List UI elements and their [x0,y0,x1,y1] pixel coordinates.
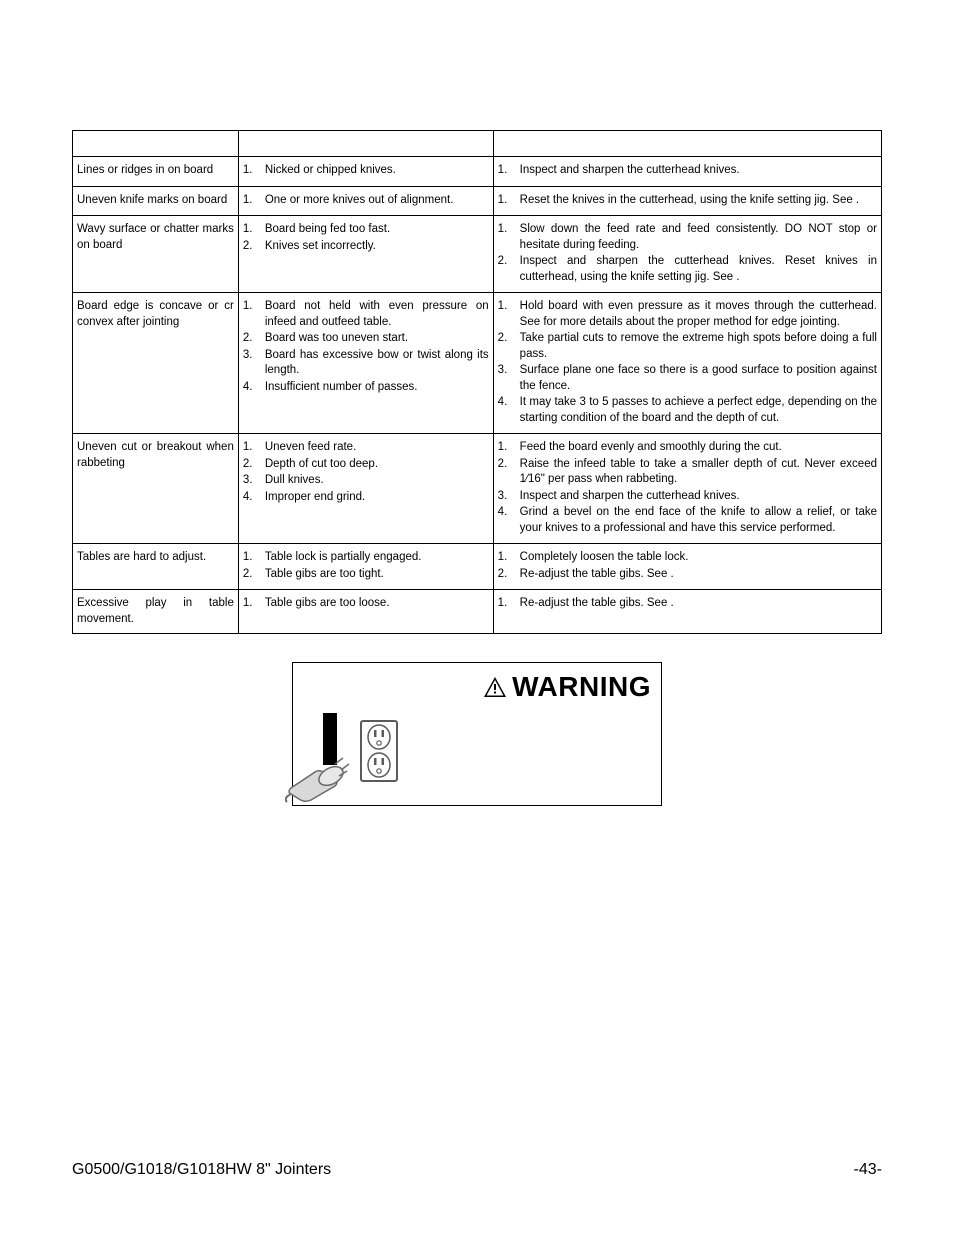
remedy-item: Re-adjust the table gibs. See . [498,567,877,583]
symptom-cell: Excessive play in table movement. [73,590,239,634]
remedy-item: Grind a bevel on the end face of the kni… [498,505,877,536]
symptom-cell: Uneven knife marks on board [73,186,239,216]
remedy-item: Inspect and sharpen the cutterhead knive… [498,254,877,285]
remedy-cell: Completely loosen the table lock.Re-adju… [493,544,881,590]
remedy-cell: Re-adjust the table gibs. See . [493,590,881,634]
table-header-row [73,131,882,157]
cause-item: Insufficient number of passes. [243,380,489,396]
remedy-item: Inspect and sharpen the cutterhead knive… [498,489,877,505]
page-footer: G0500/G1018/G1018HW 8" Jointers -43- [72,1161,882,1179]
table-row: Uneven knife marks on boardOne or more k… [73,186,882,216]
cause-item: Table gibs are too tight. [243,567,489,583]
remedy-item: Inspect and sharpen the cutterhead knive… [498,163,877,179]
cause-item: Uneven feed rate. [243,440,489,456]
symptom-cell: Uneven cut or breakout when rabbeting [73,434,239,544]
remedy-item: Completely loosen the table lock. [498,550,877,566]
table-row: Wavy surface or chatter marks on boardBo… [73,216,882,293]
plug-icon [285,746,363,804]
th-symptom [73,131,239,157]
cause-item: Depth of cut too deep. [243,457,489,473]
symptom-cell: Tables are hard to adjust. [73,544,239,590]
symptom-cell: Board edge is concave or cr convex after… [73,293,239,434]
remedy-cell: Hold board with even pressure as it move… [493,293,881,434]
remedy-cell: Reset the knives in the cutterhead, usin… [493,186,881,216]
remedy-item: Take partial cuts to remove the extreme … [498,331,877,362]
warning-callout: WARNING [292,662,662,806]
cause-cell: One or more knives out of alignment. [238,186,493,216]
warning-title: WARNING [512,671,651,703]
cause-item: Improper end grind. [243,490,489,506]
remedy-item: It may take 3 to 5 passes to achieve a p… [498,395,877,426]
symptom-cell: Lines or ridges in on board [73,157,239,187]
table-row: Tables are hard to adjust.Table lock is … [73,544,882,590]
remedy-item: Raise the infeed table to take a smaller… [498,457,877,488]
cause-item: Dull knives. [243,473,489,489]
remedy-item: Reset the knives in the cutterhead, usin… [498,193,877,209]
cause-cell: Uneven feed rate.Depth of cut too deep.D… [238,434,493,544]
remedy-item: Hold board with even pressure as it move… [498,299,877,330]
cause-item: Board being fed too fast. [243,222,489,238]
warning-triangle-icon [482,676,508,698]
table-row: Excessive play in table movement.Table g… [73,590,882,634]
cause-cell: Table lock is partially engaged.Table gi… [238,544,493,590]
th-cause [238,131,493,157]
remedy-item: Surface plane one face so there is a goo… [498,363,877,394]
remedy-cell: Feed the board evenly and smoothly durin… [493,434,881,544]
footer-model: G0500/G1018/G1018HW 8" Jointers [72,1161,331,1179]
symptom-cell: Wavy surface or chatter marks on board [73,216,239,293]
cause-item: Knives set incorrectly. [243,239,489,255]
cause-cell: Table gibs are too loose. [238,590,493,634]
table-row: Lines or ridges in on boardNicked or chi… [73,157,882,187]
remedy-item: Slow down the feed rate and feed consist… [498,222,877,253]
remedy-cell: Inspect and sharpen the cutterhead knive… [493,157,881,187]
cause-item: Table lock is partially engaged. [243,550,489,566]
table-row: Uneven cut or breakout when rabbetingUne… [73,434,882,544]
remedy-cell: Slow down the feed rate and feed consist… [493,216,881,293]
outlet-icon [357,719,401,783]
th-remedy [493,131,881,157]
table-row: Board edge is concave or cr convex after… [73,293,882,434]
cause-item: Table gibs are too loose. [243,596,489,612]
remedy-item: Re-adjust the table gibs. See . [498,596,877,612]
cause-item: Board was too uneven start. [243,331,489,347]
cause-cell: Board being fed too fast.Knives set inco… [238,216,493,293]
troubleshooting-table: Lines or ridges in on boardNicked or chi… [72,130,882,634]
cause-cell: Nicked or chipped knives. [238,157,493,187]
cause-item: One or more knives out of alignment. [243,193,489,209]
cause-item: Board not held with even pressure on inf… [243,299,489,330]
cause-item: Nicked or chipped knives. [243,163,489,179]
footer-page-number: -43- [854,1161,882,1179]
cause-item: Board has excessive bow or twist along i… [243,348,489,379]
remedy-item: Feed the board evenly and smoothly durin… [498,440,877,456]
cause-cell: Board not held with even pressure on inf… [238,293,493,434]
